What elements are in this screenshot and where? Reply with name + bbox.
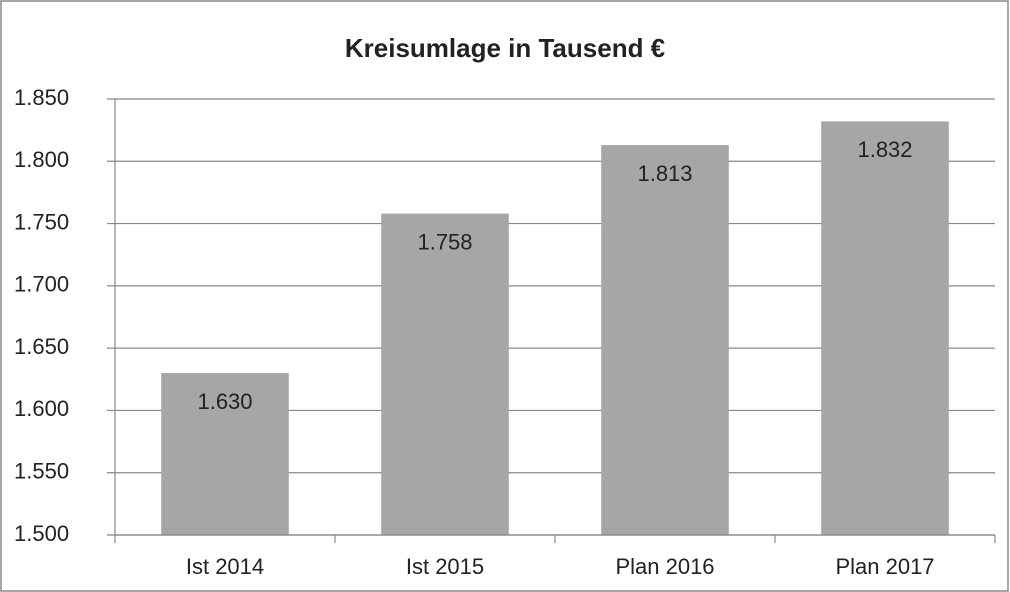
bar xyxy=(161,373,289,535)
bar xyxy=(381,213,509,535)
bar xyxy=(601,145,729,535)
chart-title: Kreisumlage in Tausend € xyxy=(345,33,665,63)
y-tick-label: 1.750 xyxy=(14,209,69,234)
y-tick-label: 1.500 xyxy=(14,521,69,546)
data-label: 1.832 xyxy=(857,137,912,162)
y-tick-label: 1.600 xyxy=(14,396,69,421)
x-tick-label: Plan 2017 xyxy=(835,554,934,579)
x-tick-label: Plan 2016 xyxy=(615,554,714,579)
y-tick-label: 1.850 xyxy=(14,85,69,110)
y-tick-label: 1.800 xyxy=(14,147,69,172)
y-tick-label: 1.700 xyxy=(14,272,69,297)
data-label: 1.813 xyxy=(637,161,692,186)
y-tick-label: 1.550 xyxy=(14,459,69,484)
x-tick-label: Ist 2014 xyxy=(186,554,264,579)
data-label: 1.630 xyxy=(197,389,252,414)
data-label: 1.758 xyxy=(417,229,472,254)
x-tick-label: Ist 2015 xyxy=(406,554,484,579)
y-tick-label: 1.650 xyxy=(14,334,69,359)
bar xyxy=(821,121,949,536)
